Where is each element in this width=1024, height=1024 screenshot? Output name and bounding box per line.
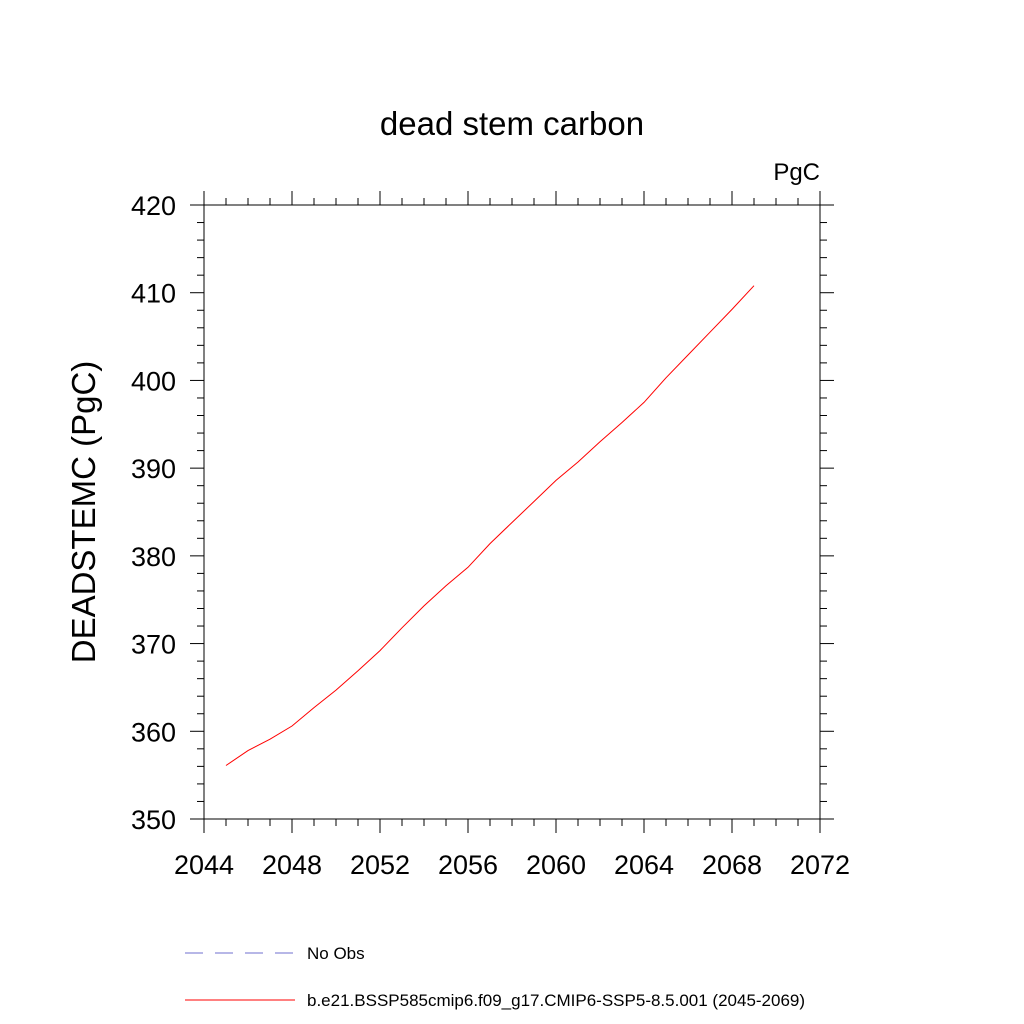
x-tick-label: 2044 <box>174 850 234 880</box>
y-tick-label: 390 <box>131 454 176 484</box>
x-tick-label: 2064 <box>614 850 674 880</box>
x-tick-label: 2052 <box>350 850 410 880</box>
y-tick-label: 420 <box>131 191 176 221</box>
y-tick-label: 370 <box>131 630 176 660</box>
y-axis-label: DEADSTEMC (PgC) <box>65 361 102 664</box>
plot-frame <box>203 204 821 820</box>
x-tick-label: 2056 <box>438 850 498 880</box>
y-tick-labels: 350 360 370 380 390 400 410 420 <box>131 191 176 835</box>
axis-ticks <box>190 191 834 833</box>
x-tick-labels: 2044 2048 2052 2056 2060 2064 2068 2072 <box>174 850 850 880</box>
legend-label-ssp585: b.e21.BSSP585cmip6.f09_g17.CMIP6-SSP5-8.… <box>307 991 805 1010</box>
chart-title: dead stem carbon <box>380 105 644 142</box>
y-tick-label: 350 <box>131 805 176 835</box>
units-label: PgC <box>773 159 820 186</box>
legend: No Obs b.e21.BSSP585cmip6.f09_g17.CMIP6-… <box>185 944 805 1010</box>
x-tick-label: 2072 <box>790 850 850 880</box>
series-group <box>225 285 755 766</box>
x-tick-label: 2060 <box>526 850 586 880</box>
y-tick-label: 400 <box>131 366 176 396</box>
series-line-0 <box>225 285 755 766</box>
y-tick-label: 360 <box>131 717 176 747</box>
y-tick-label: 380 <box>131 542 176 572</box>
legend-label-no-obs: No Obs <box>307 944 365 963</box>
x-tick-label: 2068 <box>702 850 762 880</box>
x-tick-label: 2048 <box>262 850 322 880</box>
y-tick-label: 410 <box>131 279 176 309</box>
